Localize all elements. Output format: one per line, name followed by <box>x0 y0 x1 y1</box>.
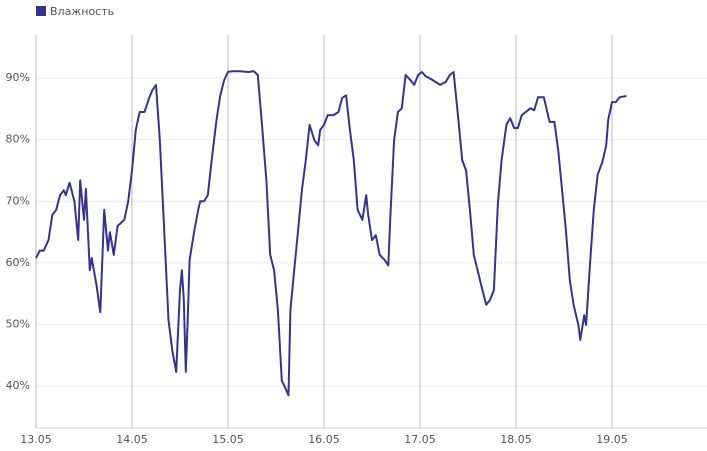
y-tick-label: 70% <box>6 194 30 207</box>
y-tick-label: 60% <box>6 256 30 269</box>
y-tick-label: 90% <box>6 71 30 84</box>
legend-swatch <box>36 6 46 16</box>
y-tick-label: 50% <box>6 318 30 331</box>
x-tick-label: 15.05 <box>212 433 244 446</box>
y-tick-label: 40% <box>6 379 30 392</box>
x-tick-label: 16.05 <box>308 433 340 446</box>
line <box>35 70 627 397</box>
x-tick-label: 18.05 <box>500 433 532 446</box>
y-tick-label: 80% <box>6 133 30 146</box>
x-tick-label: 17.05 <box>404 433 436 446</box>
legend-label: Влажность <box>50 5 114 18</box>
x-tick-label: 14.05 <box>116 433 148 446</box>
x-tick-label: 19.05 <box>596 433 628 446</box>
x-tick-label: 13.05 <box>20 433 52 446</box>
